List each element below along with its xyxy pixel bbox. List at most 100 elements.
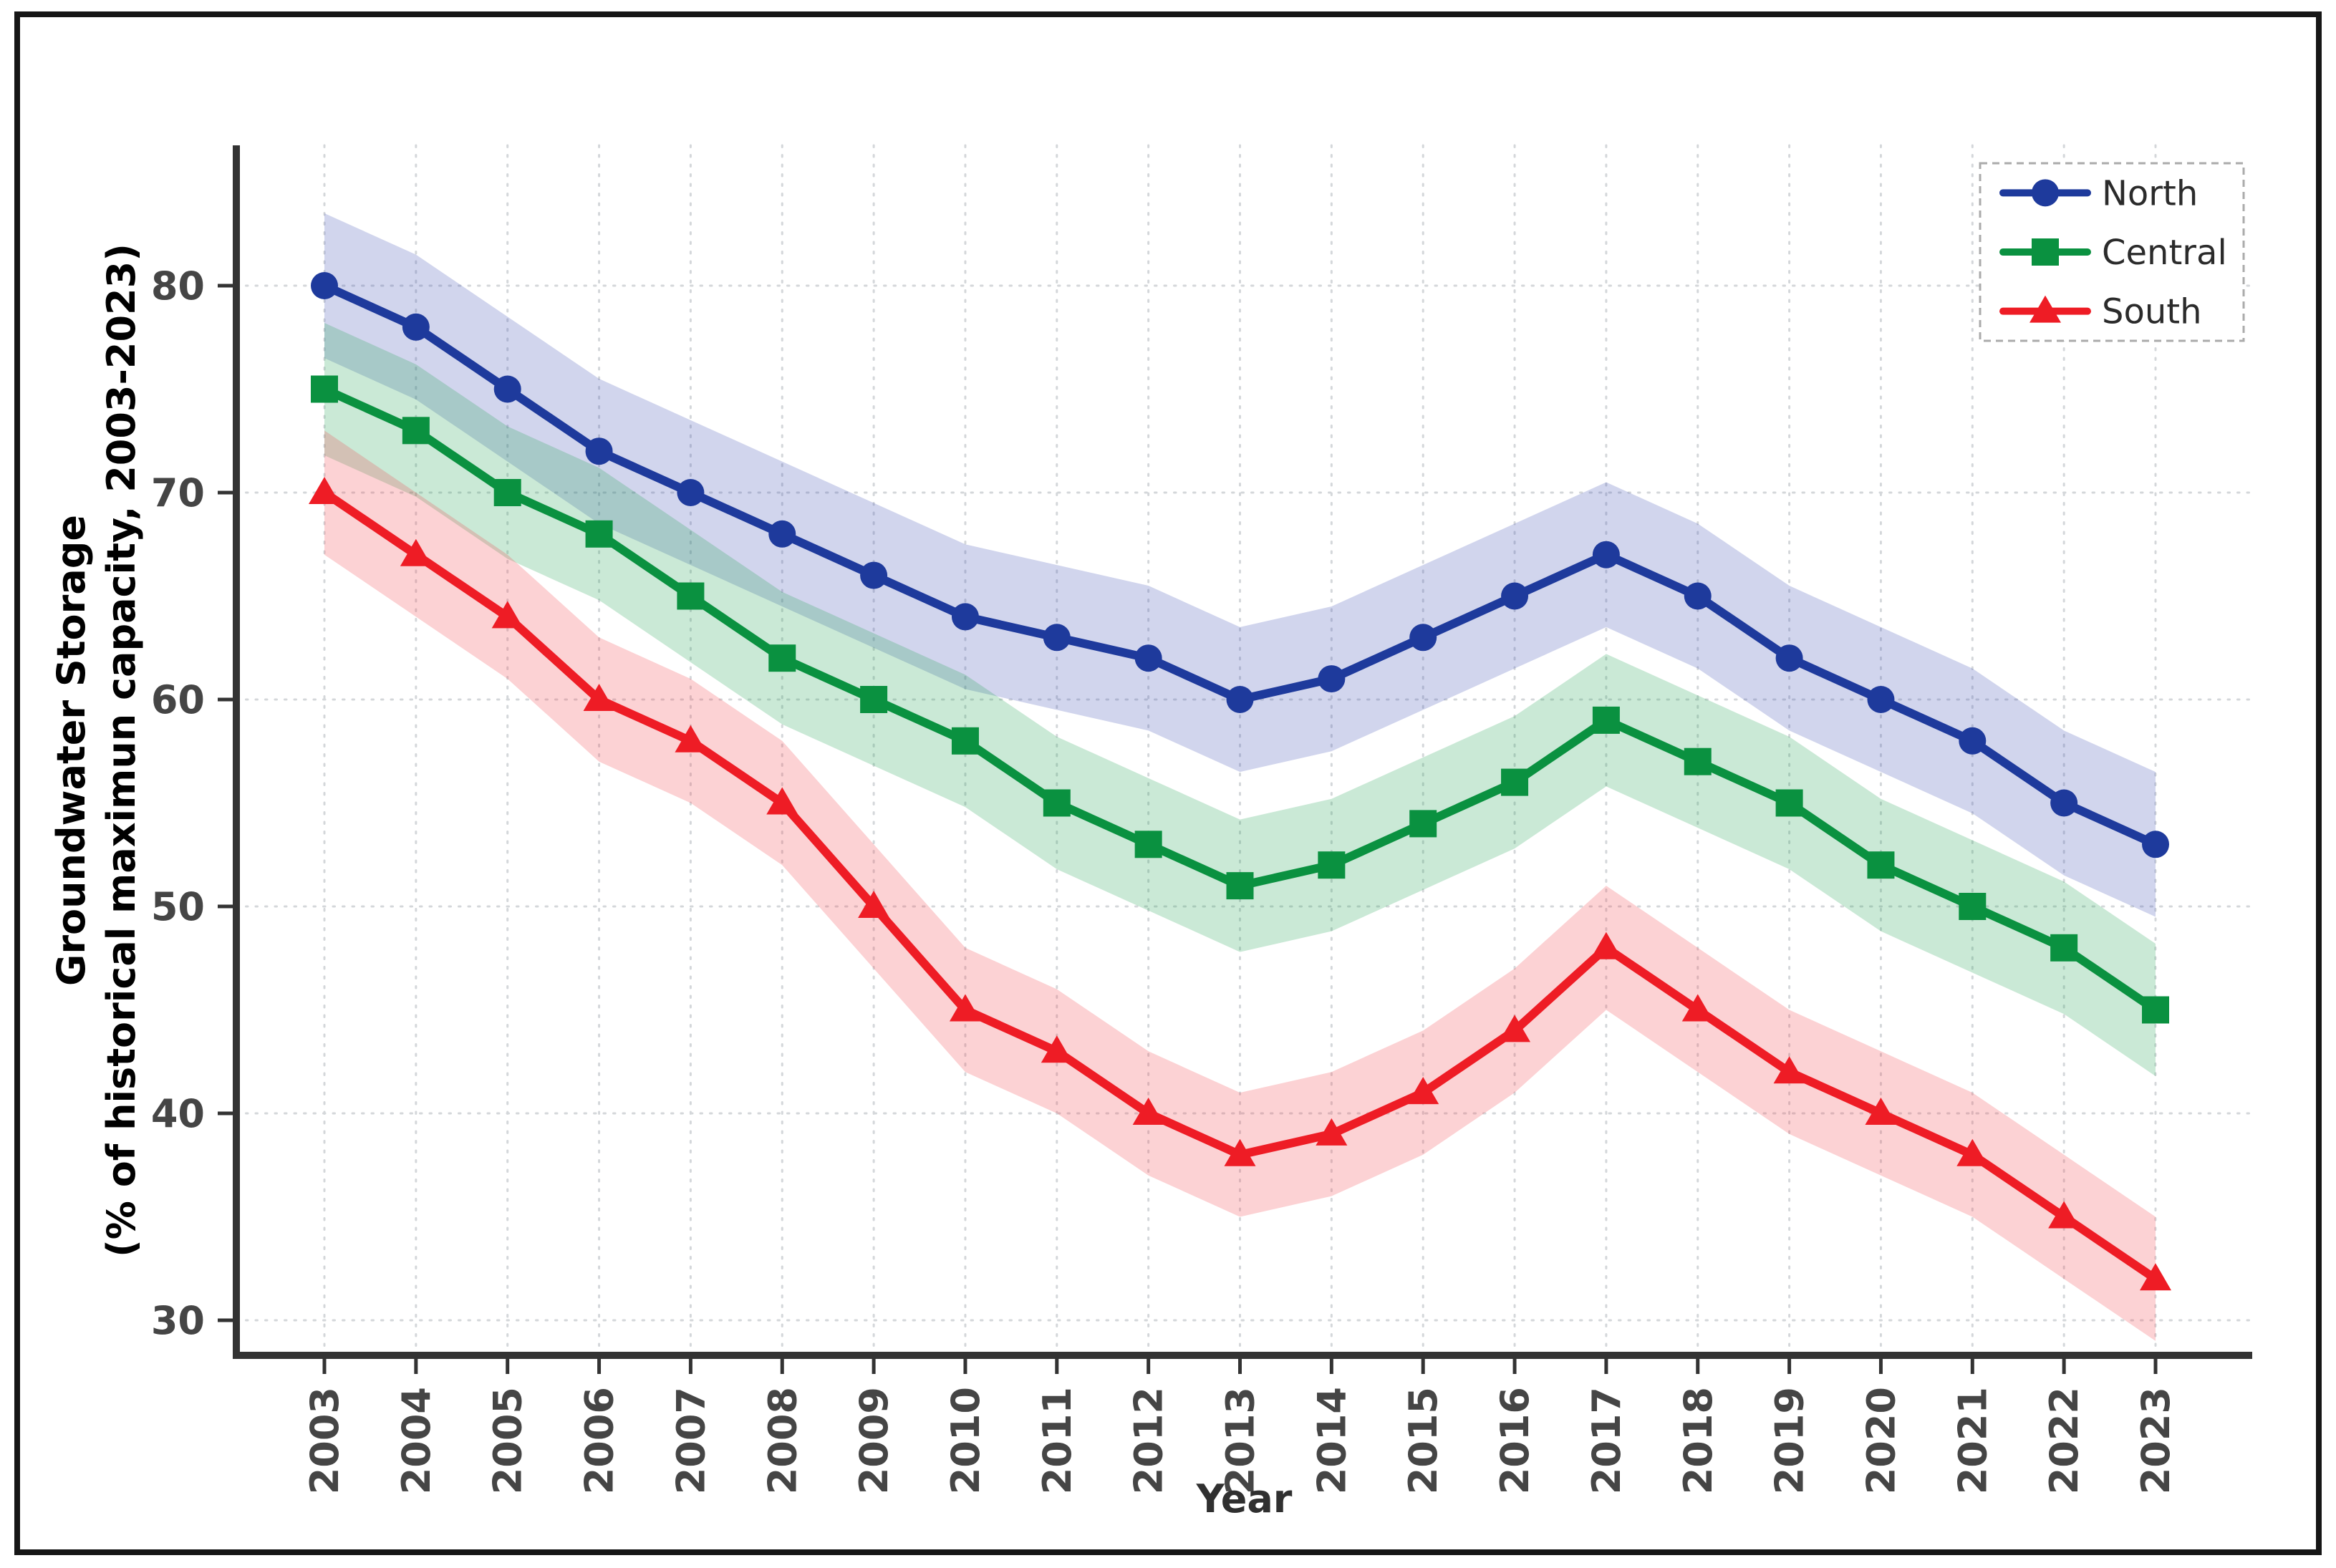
x-tick-label: 2008 (760, 1387, 805, 1494)
band-central (324, 323, 2156, 1076)
circle-marker (951, 603, 979, 631)
square-marker (1134, 831, 1162, 858)
triangle-up-marker (309, 477, 340, 504)
square-marker (2032, 238, 2059, 266)
square-marker (585, 520, 613, 548)
square-marker (1501, 768, 1529, 796)
x-tick-label: 2014 (1309, 1387, 1354, 1494)
x-tick-label: 2007 (668, 1387, 713, 1494)
triangle-up-marker (491, 601, 523, 629)
circle-marker (768, 520, 796, 548)
triangle-up-marker (2140, 1263, 2171, 1291)
circle-marker (2050, 789, 2078, 817)
triangle-up-marker (1041, 1035, 1073, 1063)
triangle-up-marker (1224, 1138, 1256, 1166)
y-tick-label: 80 (151, 263, 205, 309)
y-axis-title-line2: (% of historical maximun capacity, 2003-… (99, 243, 144, 1257)
square-marker (2142, 996, 2169, 1024)
markers-south (309, 477, 2171, 1291)
circle-marker (1959, 727, 1987, 755)
y-tick-label: 70 (151, 470, 205, 516)
triangle-up-marker (1499, 1015, 1531, 1042)
y-tick-label: 40 (151, 1091, 205, 1136)
x-tick-label: 2013 (1218, 1387, 1263, 1494)
x-tick-label: 2009 (851, 1387, 897, 1494)
markers-central (311, 375, 2169, 1024)
band-north (324, 213, 2156, 917)
triangle-up-marker (1132, 1098, 1164, 1125)
square-marker (1867, 851, 1895, 879)
triangle-up-marker (1681, 994, 1714, 1022)
x-tick-label: 2019 (1767, 1387, 1813, 1494)
square-marker (768, 644, 796, 672)
triangle-up-marker (766, 787, 798, 815)
square-marker (311, 375, 338, 403)
triangle-up-marker (675, 725, 707, 752)
square-marker (951, 727, 979, 755)
x-tick-label: 2021 (1950, 1387, 1995, 1494)
circle-marker (1043, 624, 1071, 652)
x-tick-label: 2022 (2042, 1387, 2087, 1494)
x-axis-title: Year (1196, 1476, 1293, 1521)
triangle-up-marker (2029, 295, 2061, 323)
circle-marker (1226, 686, 1254, 713)
x-tick-label: 2017 (1584, 1387, 1629, 1494)
x-tick-label: 2016 (1492, 1387, 1538, 1494)
circle-marker (2142, 831, 2169, 858)
circle-marker (860, 561, 888, 589)
x-tick-label: 2018 (1676, 1387, 1721, 1494)
y-axis: 30 40 50 60 70 80 (151, 263, 235, 1343)
legend-label: South (2102, 292, 2202, 332)
square-marker (1775, 789, 1803, 817)
markers-north (311, 272, 2169, 858)
circle-marker (1775, 644, 1803, 672)
y-tick-label: 60 (151, 677, 205, 722)
x-tick-label: 2010 (943, 1387, 988, 1494)
legend-label: Central (2102, 233, 2227, 273)
circle-marker (1592, 541, 1620, 568)
x-tick-label: 2015 (1401, 1387, 1446, 1494)
triangle-up-marker (1590, 931, 1622, 959)
circle-marker (311, 272, 338, 299)
square-marker (2050, 934, 2078, 962)
x-tick-label: 2006 (577, 1387, 622, 1494)
triangle-up-marker (1865, 1098, 1897, 1125)
circle-marker (1867, 686, 1895, 713)
x-tick-label: 2012 (1126, 1387, 1172, 1494)
circle-marker (402, 313, 430, 341)
x-tick-label: 2004 (394, 1387, 439, 1494)
square-marker (402, 417, 430, 445)
square-marker (1318, 851, 1346, 879)
x-tick-label: 2023 (2133, 1387, 2178, 1494)
circle-marker (1409, 624, 1437, 652)
square-marker (1684, 747, 1712, 775)
triangle-up-marker (583, 684, 615, 711)
x-tick-label: 2020 (1858, 1387, 1903, 1494)
circle-marker (2032, 179, 2059, 207)
y-tick-label: 30 (151, 1298, 205, 1343)
circle-marker (1684, 582, 1712, 610)
square-marker (1043, 789, 1071, 817)
circle-marker (677, 479, 705, 506)
legend-item-south: South (1999, 292, 2202, 332)
outer-border (14, 11, 2322, 1555)
triangle-up-marker (1316, 1118, 1348, 1146)
legend-label: North (2102, 173, 2198, 213)
square-marker (677, 582, 705, 610)
circle-marker (1501, 582, 1529, 610)
square-marker (493, 479, 521, 506)
square-marker (1409, 810, 1437, 838)
square-marker (1959, 893, 1987, 920)
circle-marker (1134, 644, 1162, 672)
y-tick-label: 50 (151, 884, 205, 929)
x-tick-label: 2011 (1035, 1387, 1080, 1494)
triangle-up-marker (949, 994, 981, 1022)
circle-marker (1318, 665, 1346, 693)
x-tick-label: 2005 (486, 1387, 531, 1494)
square-marker (1592, 706, 1620, 734)
triangle-up-marker (2048, 1201, 2080, 1229)
legend-item-north: North (1999, 173, 2198, 213)
triangle-up-marker (400, 538, 432, 566)
